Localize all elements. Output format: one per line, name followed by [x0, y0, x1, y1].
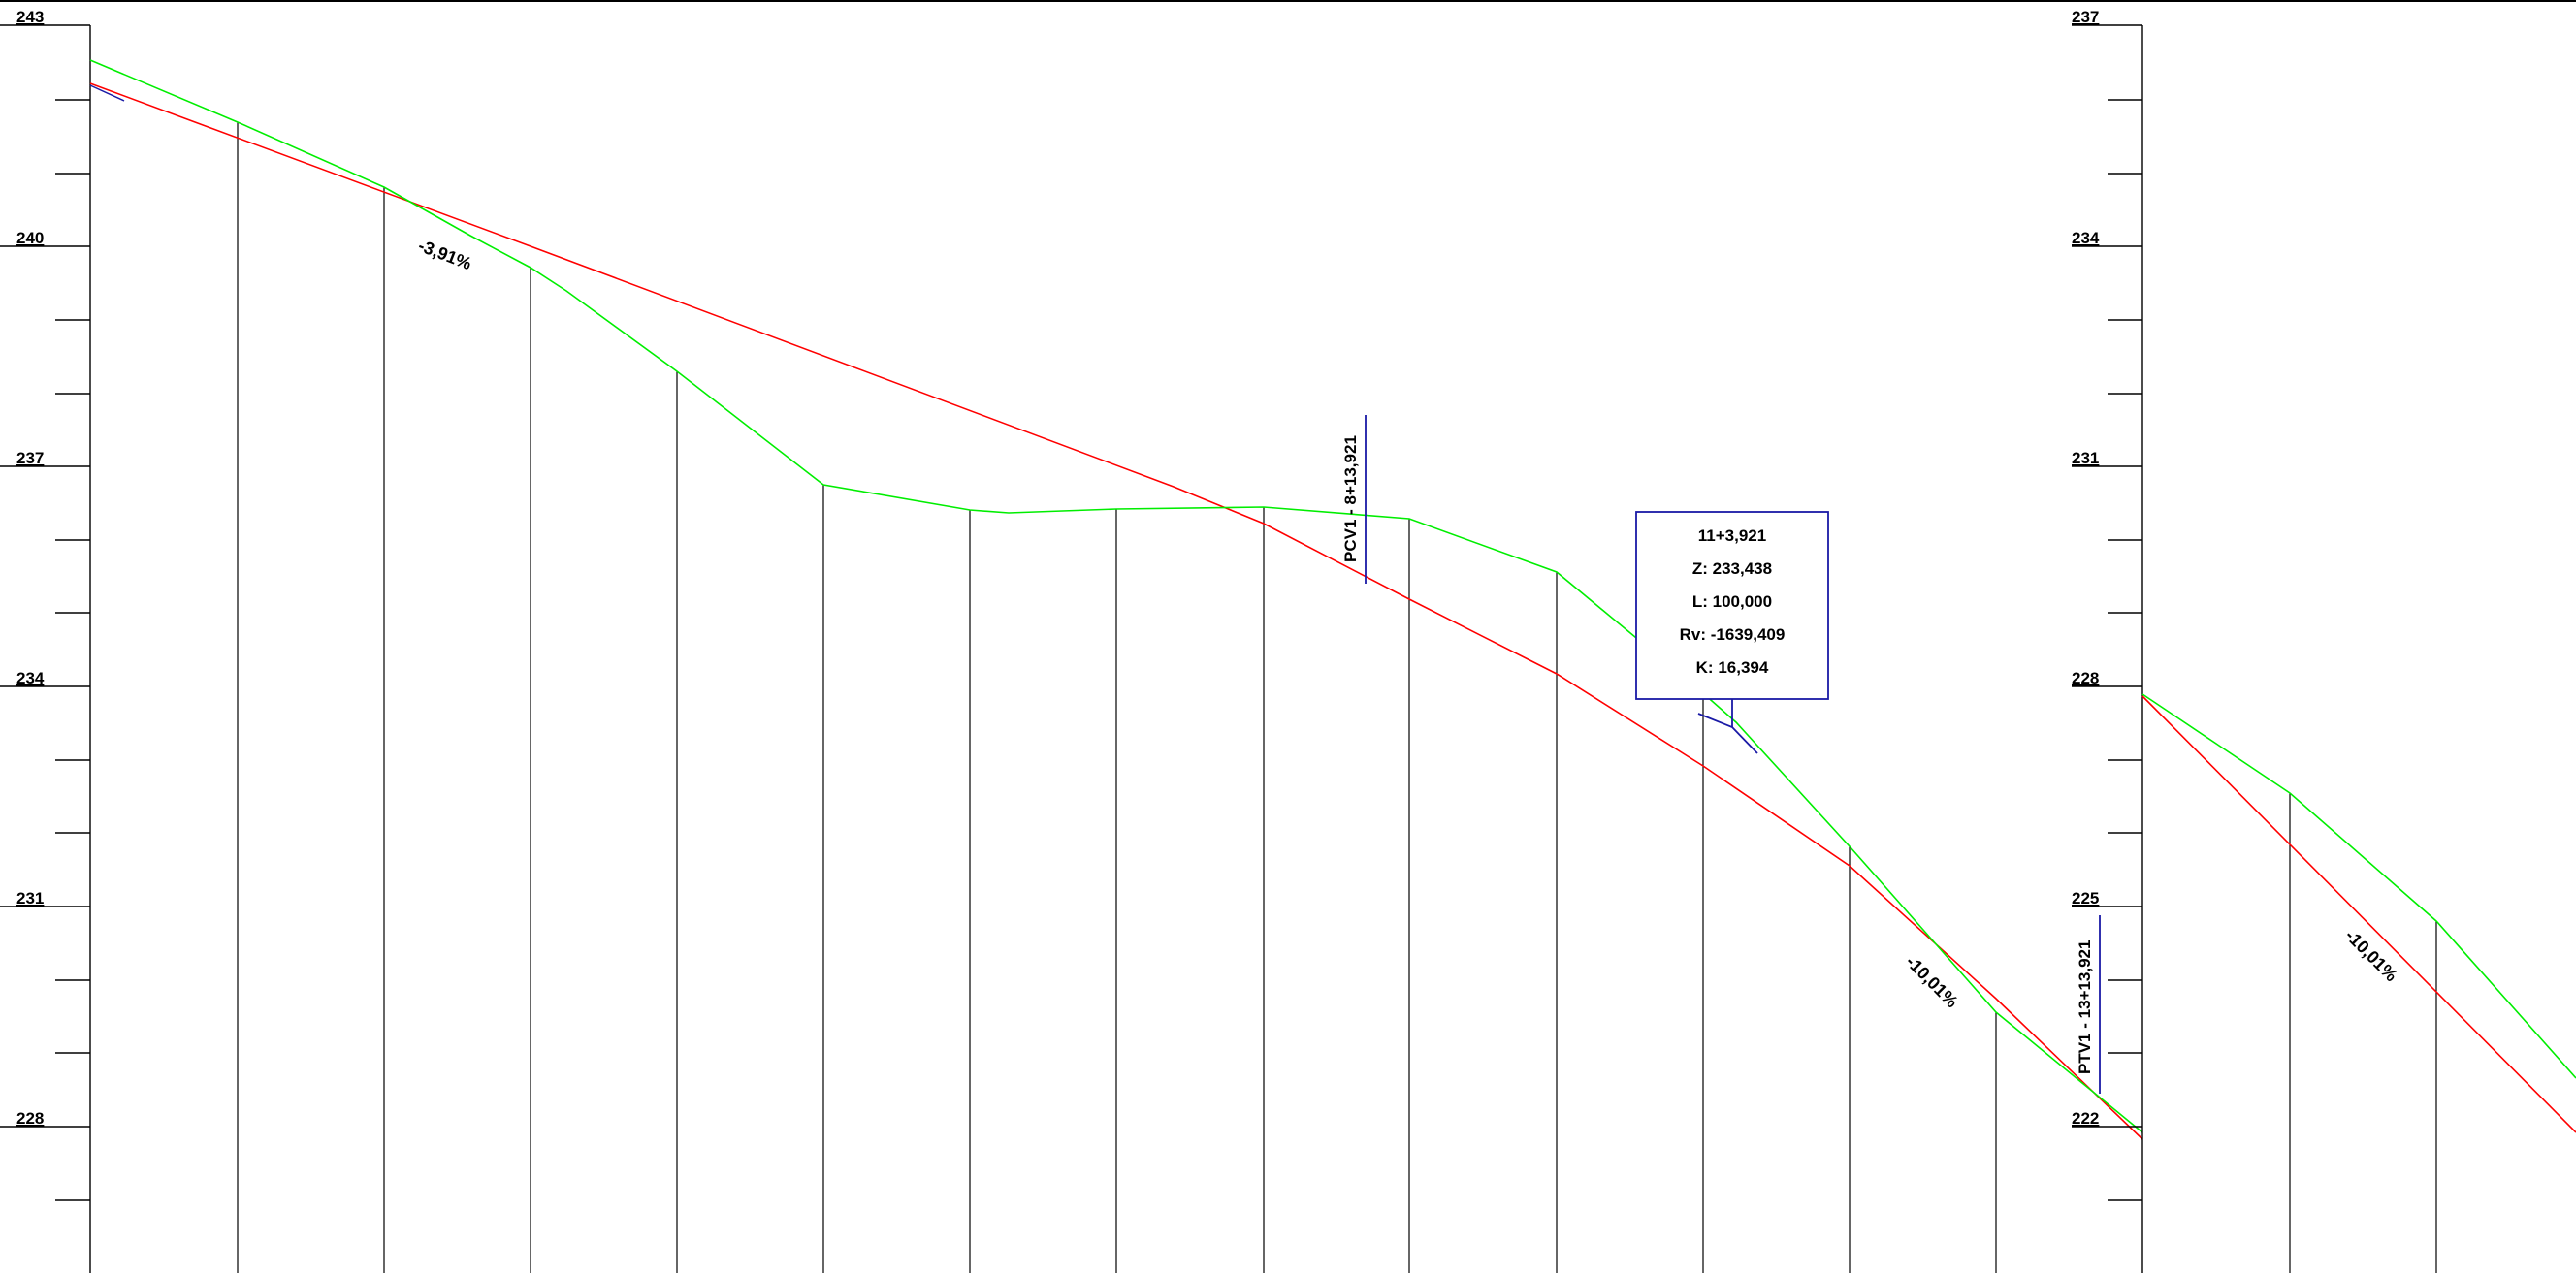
- piv-length: L: 100,000: [1692, 592, 1772, 611]
- right-elev-label-234: 234: [2072, 229, 2100, 247]
- design-grade-line-left: [89, 82, 2143, 1140]
- left-elev-label-243: 243: [16, 8, 44, 26]
- right-elev-label-222: 222: [2072, 1109, 2099, 1128]
- ptv-label: PTV1 - 13+13,921: [2076, 940, 2094, 1074]
- right-station-lines: [2289, 793, 2437, 1273]
- right-elev-label-237: 237: [2072, 8, 2099, 26]
- right-elev-label-225: 225: [2072, 889, 2099, 907]
- piv-radius: Rv: -1639,409: [1680, 625, 1786, 644]
- terrain-line-right: [2141, 693, 2576, 1079]
- slope-label-right: -10,01%: [2341, 926, 2401, 986]
- piv-elevation: Z: 233,438: [1692, 559, 1772, 578]
- left-elev-label-240: 240: [16, 229, 44, 247]
- right-elevation-axis: [2072, 24, 2143, 1273]
- left-elev-label-228: 228: [16, 1109, 44, 1128]
- piv-marker: [1697, 713, 1758, 754]
- left-station-lines: [237, 122, 1997, 1273]
- slope-label-left: -3,91%: [416, 236, 474, 273]
- left-elev-label-231: 231: [16, 889, 44, 907]
- start-marker: [89, 84, 125, 102]
- left-elev-label-237: 237: [16, 449, 44, 467]
- slope-label-mid: -10,01%: [1902, 952, 1962, 1012]
- terrain-line-left: [89, 59, 2143, 1133]
- piv-station: 11+3,921: [1698, 526, 1766, 545]
- piv-info-box: [1635, 511, 1829, 700]
- piv-k-value: K: 16,394: [1696, 658, 1769, 677]
- right-elev-label-231: 231: [2072, 449, 2099, 467]
- right-elev-label-228: 228: [2072, 669, 2099, 687]
- left-elev-label-234: 234: [16, 669, 45, 687]
- left-elevation-axis: [0, 24, 91, 1273]
- design-grade-line-right: [2141, 695, 2576, 1133]
- pcv-label: PCV1 - 8+13,921: [1341, 435, 1360, 562]
